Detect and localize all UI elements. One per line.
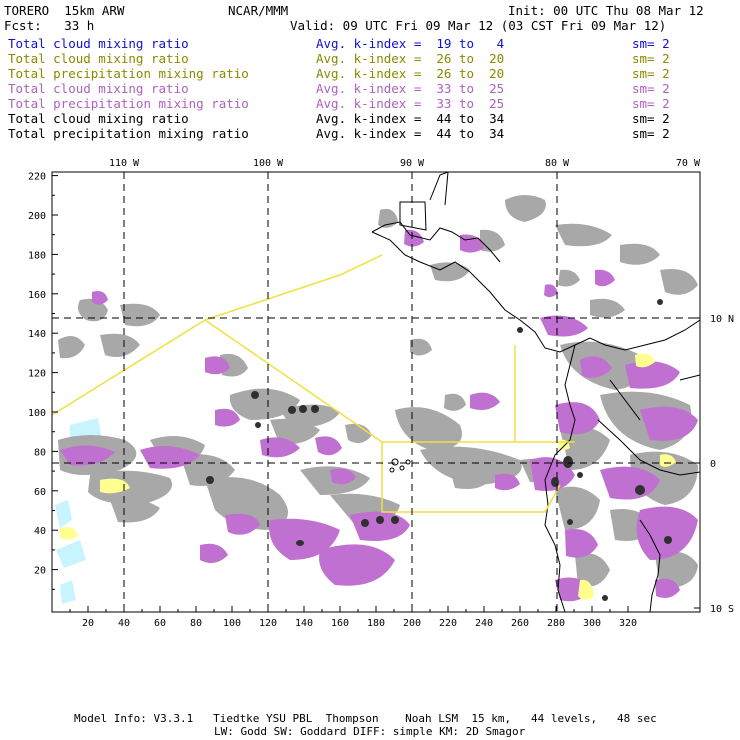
x-tick-label-13: 280 (547, 618, 565, 629)
lat-label-0: 10 N (710, 314, 734, 325)
legend-sm-6: sm= 2 (632, 126, 670, 141)
model-title: TORERO 15km ARW (4, 3, 125, 18)
x-tick-label-4: 100 (223, 618, 241, 629)
y-tick-label-9: 40 (34, 526, 46, 537)
x-tick-label-0: 20 (82, 618, 94, 629)
domain-outlines (52, 254, 575, 513)
lon-label-0: 110 W (109, 158, 140, 169)
lon-label-1: 100 W (253, 158, 284, 169)
legend-sm-1: sm= 2 (632, 51, 670, 66)
lon-label-3: 80 W (545, 158, 570, 169)
legend-index-1: Avg. k-index = 26 to 20 (316, 51, 505, 66)
legend-index-6: Avg. k-index = 44 to 34 (316, 126, 505, 141)
lat-label-1: 0 (710, 459, 716, 470)
y-tick-label-1: 200 (28, 211, 46, 222)
lon-label-4: 70 W (676, 158, 701, 169)
galapagos-islands (389, 458, 411, 473)
legend-sm-2: sm= 2 (632, 66, 670, 81)
x-tick-label-1: 40 (118, 618, 130, 629)
y-tick-label-10: 20 (34, 566, 46, 577)
x-tick-label-12: 260 (511, 618, 529, 629)
x-tick-label-8: 180 (367, 618, 385, 629)
legend-index-3: Avg. k-index = 33 to 25 (316, 81, 505, 96)
y-tick-label-6: 100 (28, 408, 46, 419)
x-tick-label-9: 200 (403, 618, 421, 629)
legend-sm-3: sm= 2 (632, 81, 670, 96)
coastlines (371, 172, 700, 612)
legend-field-0: Total cloud mixing ratio (8, 36, 189, 51)
y-tick-label-2: 180 (28, 250, 46, 261)
axis-labels: 110 W 100 W 90 W 80 W 70 W 10 N 0 10 S 20 40 60 80 1… (28, 158, 734, 629)
legend-field-6: Total precipitation mixing ratio (8, 126, 249, 141)
y-tick-label-7: 80 (34, 447, 46, 458)
lon-label-2: 90 W (400, 158, 425, 169)
x-tick-label-14: 300 (583, 618, 601, 629)
y-tick-label-8: 60 (34, 487, 46, 498)
legend-index-2: Avg. k-index = 26 to 20 (316, 66, 505, 81)
x-tick-label-11: 240 (475, 618, 493, 629)
x-tick-label-3: 80 (190, 618, 202, 629)
legend-field-3: Total cloud mixing ratio (8, 81, 189, 96)
lat-label-2: 10 S (710, 604, 734, 615)
field-layer (52, 172, 700, 612)
legend-field-5: Total cloud mixing ratio (8, 111, 189, 126)
legend-sm-0: sm= 2 (632, 36, 670, 51)
x-tick-label-10: 220 (439, 618, 457, 629)
legend-sm-5: sm= 2 (632, 111, 670, 126)
x-tick-label-5: 120 (259, 618, 277, 629)
y-tick-label-4: 140 (28, 329, 46, 340)
x-tick-label-15: 320 (619, 618, 637, 629)
init-time: Init: 00 UTC Thu 08 Mar 12 (508, 3, 704, 18)
y-tick-label-3: 160 (28, 290, 46, 301)
x-tick-label-2: 60 (154, 618, 166, 629)
dark-cores (206, 299, 672, 601)
lat-lon-grid (52, 172, 700, 612)
forecast-hour: Fcst: 33 h (4, 18, 95, 33)
x-tick-label-6: 140 (295, 618, 313, 629)
model-info-line2: LW: Godd SW: Goddard DIFF: simple KM: 2D… (214, 725, 526, 738)
legend-index-5: Avg. k-index = 44 to 34 (316, 111, 505, 126)
legend-field-4: Total precipitation mixing ratio (8, 96, 249, 111)
tick-marks (52, 172, 701, 612)
yellow-areas (60, 353, 676, 600)
x-tick-label-7: 160 (331, 618, 349, 629)
legend-index-0: Avg. k-index = 19 to 4 (316, 36, 505, 51)
legend-field-2: Total precipitation mixing ratio (8, 66, 249, 81)
legend-index-4: Avg. k-index = 33 to 25 (316, 96, 505, 111)
legend-field-1: Total cloud mixing ratio (8, 51, 189, 66)
org-label: NCAR/MMM (228, 3, 289, 18)
y-tick-label-5: 120 (28, 369, 46, 380)
model-info-line1: Model Info: V3.3.1 Tiedtke YSU PBL Thomp… (74, 712, 657, 725)
valid-time: Valid: 09 UTC Fri 09 Mar 12 (03 CST Fri … (290, 18, 667, 33)
y-tick-label-0: 220 (28, 172, 46, 183)
legend-sm-4: sm= 2 (632, 96, 670, 111)
purple-precip-areas (60, 229, 698, 602)
